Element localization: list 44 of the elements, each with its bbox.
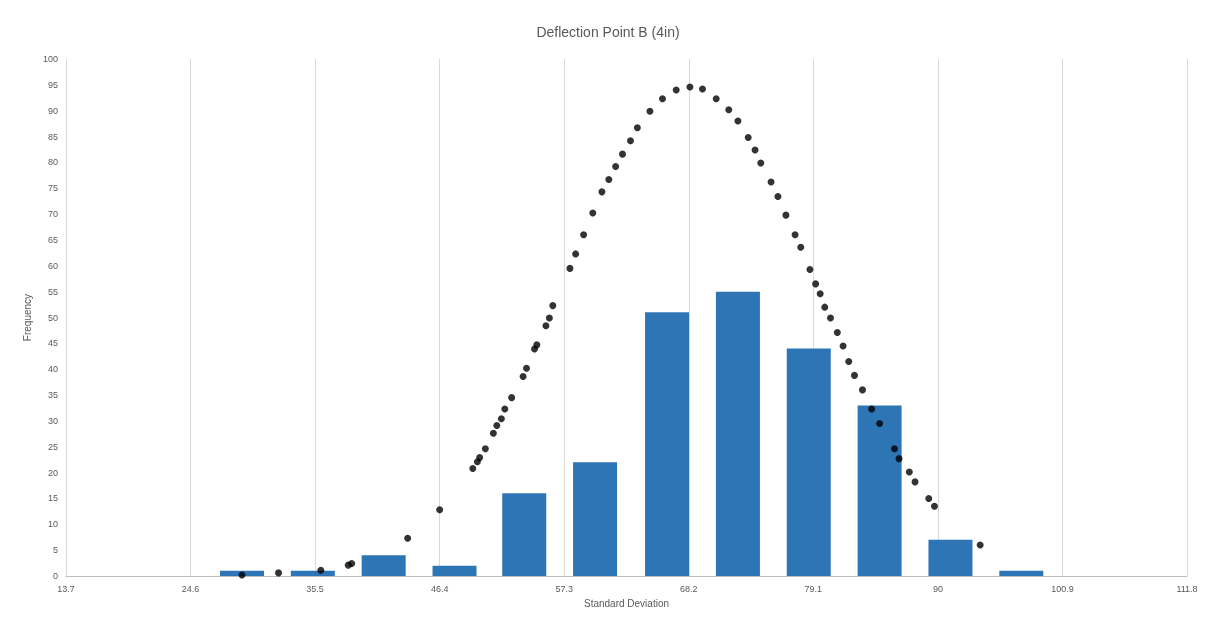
bar bbox=[573, 462, 618, 576]
y-tick-label: 5 bbox=[52, 545, 58, 556]
y-tick-label: 100 bbox=[42, 54, 58, 64]
x-tick-label: 100.9 bbox=[1051, 583, 1074, 594]
y-tick-label: 70 bbox=[47, 209, 58, 220]
x-tick-label: 13.7 bbox=[57, 583, 75, 594]
bar bbox=[502, 493, 547, 576]
y-tick-label: 45 bbox=[47, 338, 58, 349]
y-tick-label: 0 bbox=[52, 571, 58, 581]
x-tick-label: 57.3 bbox=[555, 583, 573, 594]
y-tick-label: 95 bbox=[47, 79, 58, 90]
y-tick-label: 15 bbox=[47, 493, 58, 504]
bar bbox=[857, 405, 902, 576]
x-tick-label: 35.5 bbox=[306, 583, 324, 594]
bar bbox=[999, 570, 1044, 576]
bar bbox=[361, 555, 406, 576]
x-tick-label: 68.2 bbox=[680, 583, 698, 594]
x-tick-label: 79.1 bbox=[804, 583, 823, 594]
y-tick-label: 75 bbox=[47, 183, 58, 194]
x-tick-label: 24.6 bbox=[181, 583, 200, 594]
x-tick-label: 111.8 bbox=[1176, 583, 1198, 594]
x-tick-label: 46.4 bbox=[430, 583, 449, 594]
y-tick-label: 10 bbox=[47, 519, 58, 530]
y-tick-label: 55 bbox=[47, 286, 58, 297]
y-tick-label: 35 bbox=[47, 390, 58, 401]
bar bbox=[645, 312, 690, 576]
x-tick-label: 90 bbox=[932, 583, 943, 594]
bar bbox=[432, 565, 477, 576]
y-tick-label: 30 bbox=[47, 415, 58, 426]
y-tick-label: 85 bbox=[47, 131, 58, 142]
y-tick-label: 90 bbox=[47, 105, 58, 116]
y-tick-label: 80 bbox=[47, 157, 58, 168]
y-tick-label: 50 bbox=[47, 312, 58, 323]
y-tick-label: 65 bbox=[47, 234, 58, 245]
y-tick-label: 60 bbox=[47, 260, 58, 271]
bar bbox=[786, 348, 831, 576]
bar bbox=[928, 539, 973, 576]
y-tick-label: 25 bbox=[47, 441, 58, 452]
x-axis-title: Standard Deviation bbox=[583, 597, 670, 609]
y-tick-label: 20 bbox=[47, 467, 58, 478]
chart-title: Deflection Point B (4in) bbox=[536, 24, 680, 40]
bar bbox=[715, 291, 760, 576]
y-tick-label: 40 bbox=[47, 364, 58, 375]
y-axis-title: Frequency bbox=[21, 293, 33, 342]
